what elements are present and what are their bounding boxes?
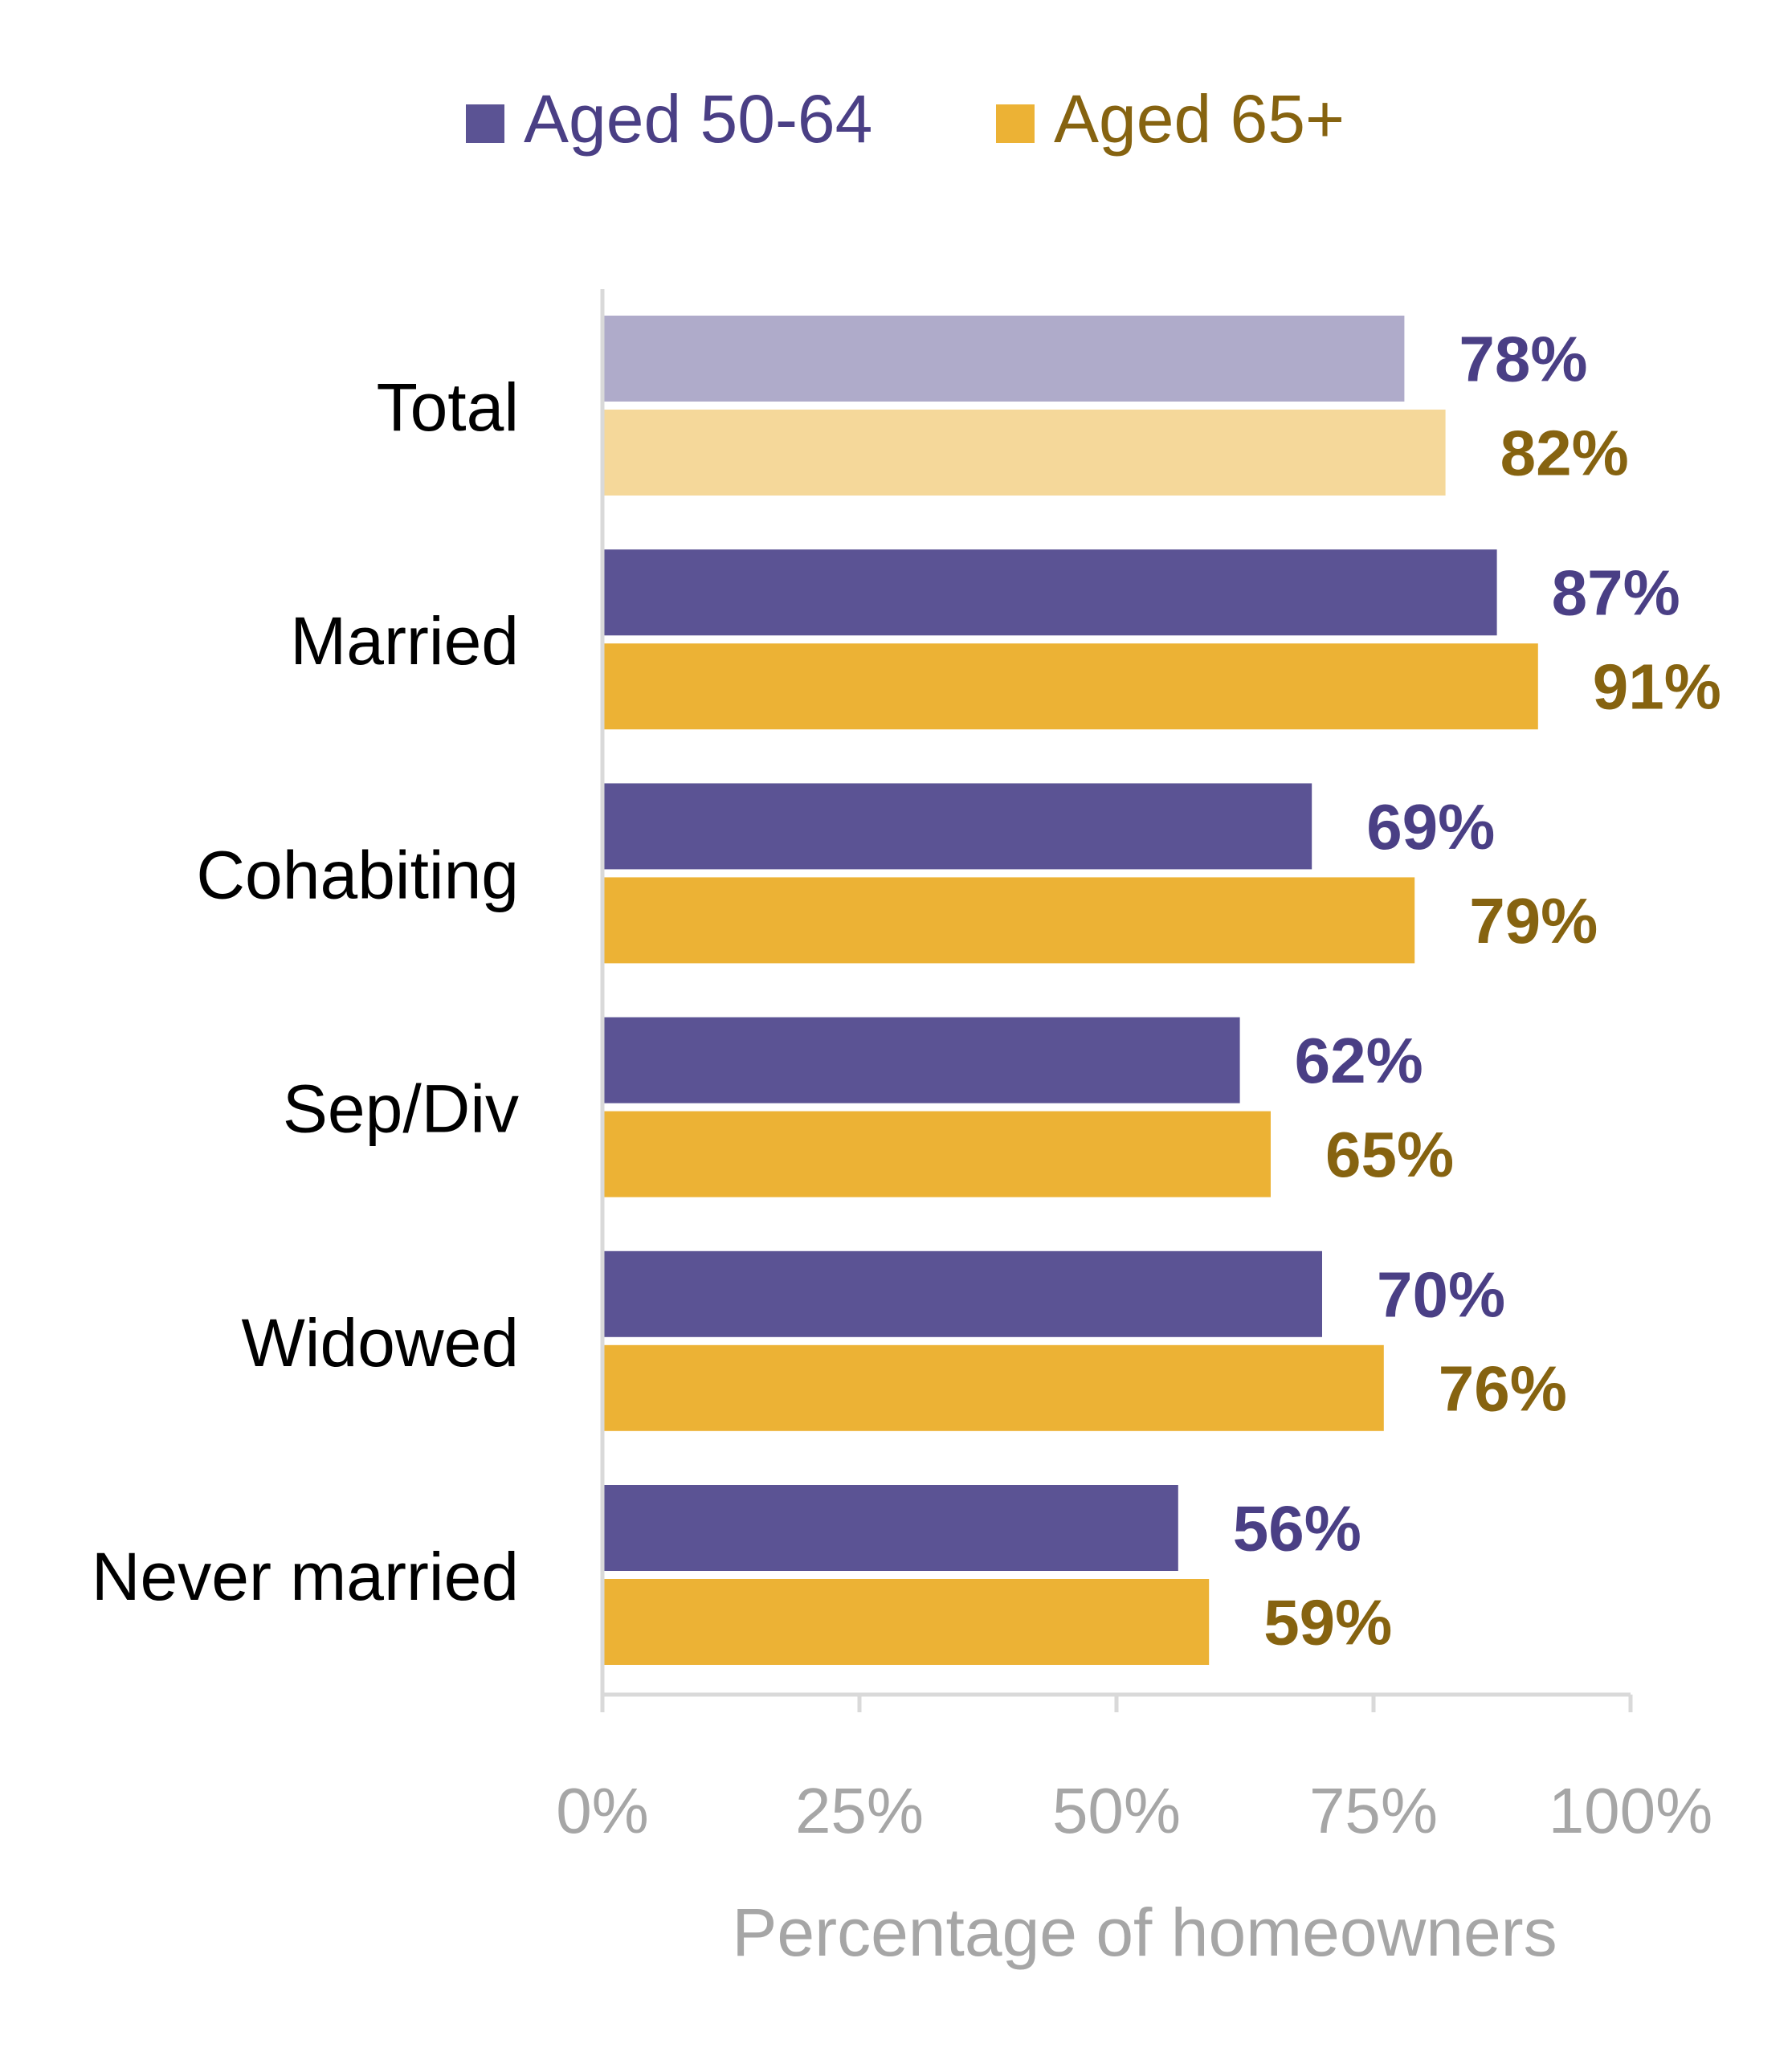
bar-never-married-aged-50-64 (602, 1485, 1178, 1571)
value-labels: 78% 82% 87% 91% 69% 79% 62% 65% 70% 76% 56% 59% (1233, 324, 1721, 1658)
bar-married-aged-50-64 (602, 549, 1497, 636)
bar-total-aged-65-plus (602, 410, 1446, 496)
bars (602, 316, 1538, 1665)
x-tick-label: 50% (1052, 1775, 1181, 1846)
x-tick-label: 75% (1309, 1775, 1438, 1846)
category-label-never-married: Never married (92, 1539, 519, 1614)
value-label-total-aged-50-64: 78% (1459, 324, 1587, 395)
value-label-total-aged-65-plus: 82% (1500, 418, 1629, 489)
bar-widowed-aged-50-64 (602, 1250, 1322, 1337)
value-label-married-aged-65-plus: 91% (1593, 651, 1721, 723)
category-labels: Total Married Cohabiting Sep/Div Widowed Neve… (92, 369, 519, 1614)
x-tick-label: 0% (556, 1775, 649, 1846)
bar-cohabiting-aged-50-64 (602, 783, 1312, 870)
value-label-widowed-aged-50-64: 70% (1377, 1258, 1505, 1330)
bar-sep-div-aged-50-64 (602, 1017, 1240, 1103)
x-tick-label: 25% (795, 1775, 924, 1846)
bar-married-aged-65-plus (602, 643, 1538, 730)
bar-cohabiting-aged-65-plus (602, 877, 1415, 964)
bar-widowed-aged-65-plus (602, 1344, 1384, 1431)
bar-never-married-aged-65-plus (602, 1579, 1210, 1665)
category-label-married: Married (290, 603, 519, 679)
bar-total-aged-50-64 (602, 316, 1405, 402)
value-label-sep-div-aged-65-plus: 65% (1325, 1119, 1454, 1190)
value-label-married-aged-50-64: 87% (1552, 557, 1680, 629)
legend-label-aged-65-plus: Aged 65+ (1054, 81, 1345, 157)
value-label-sep-div-aged-50-64: 62% (1295, 1025, 1423, 1096)
value-label-never-married-aged-65-plus: 59% (1263, 1587, 1392, 1658)
x-tick-label: 100% (1549, 1775, 1713, 1846)
category-label-widowed: Widowed (242, 1305, 519, 1381)
value-label-never-married-aged-50-64: 56% (1233, 1493, 1361, 1564)
value-label-widowed-aged-65-plus: 76% (1439, 1352, 1567, 1424)
value-label-cohabiting-aged-65-plus: 79% (1469, 885, 1598, 957)
category-label-total: Total (377, 369, 519, 445)
legend-swatch-aged-50-64 (466, 104, 504, 143)
bar-sep-div-aged-65-plus (602, 1111, 1271, 1197)
category-label-cohabiting: Cohabiting (196, 837, 519, 912)
x-ticks: 0% 25% 50% 75% 100% (556, 1695, 1712, 1846)
legend: Aged 50-64 Aged 65+ (466, 81, 1345, 157)
category-label-sep-div: Sep/Div (283, 1071, 519, 1147)
x-axis-title: Percentage of homeowners (732, 1895, 1557, 1970)
legend-label-aged-50-64: Aged 50-64 (524, 81, 872, 157)
legend-swatch-aged-65-plus (996, 104, 1035, 143)
value-label-cohabiting-aged-50-64: 69% (1366, 791, 1495, 863)
